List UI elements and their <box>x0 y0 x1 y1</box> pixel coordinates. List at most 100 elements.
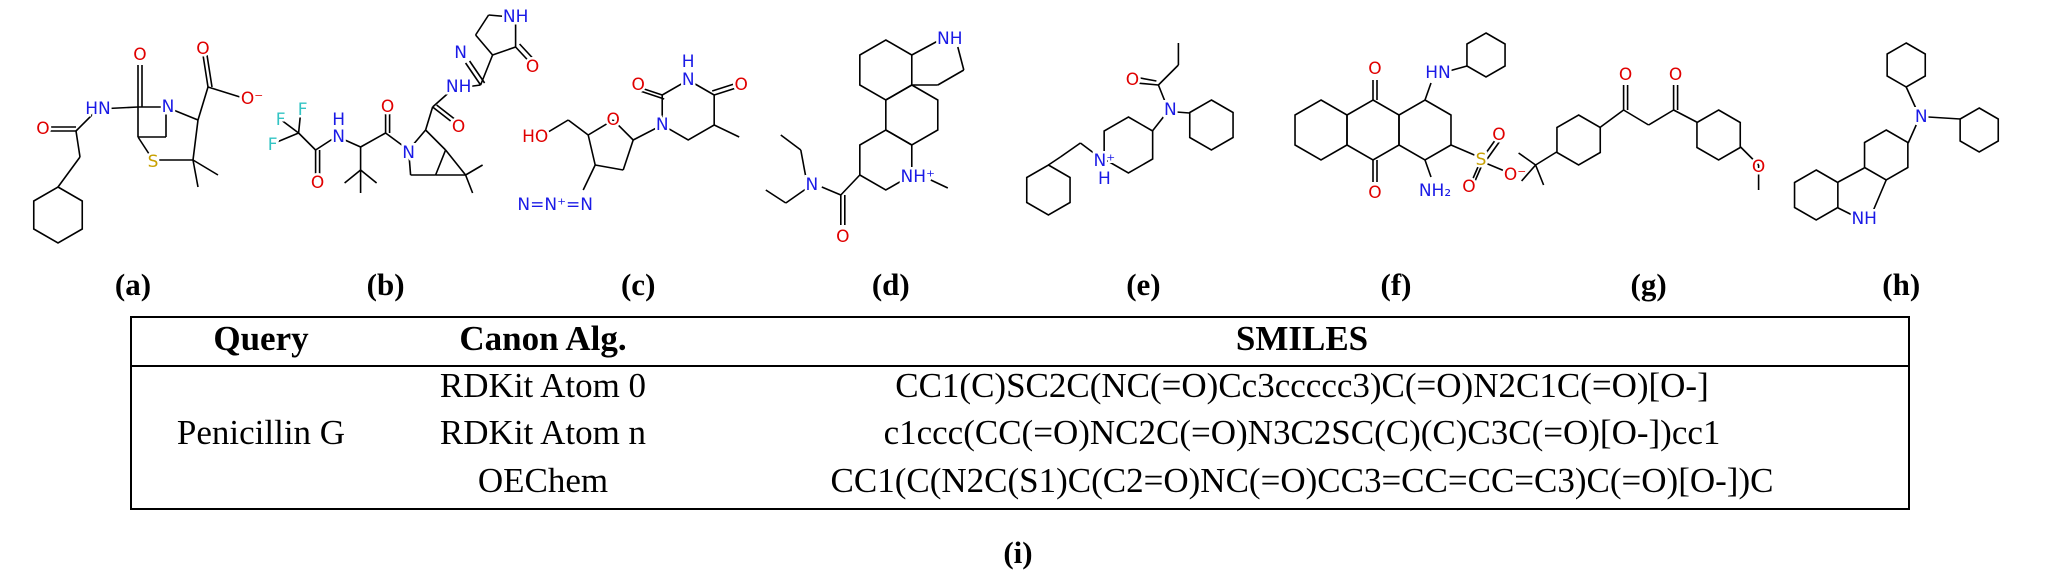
bond <box>519 43 534 59</box>
bond <box>1450 144 1480 158</box>
bond <box>137 136 154 161</box>
atom-label: O <box>196 39 209 59</box>
atom-label: N <box>454 43 467 63</box>
molecule: O O O <box>1518 63 1768 190</box>
atom-label: H <box>682 52 695 72</box>
bond <box>192 159 219 176</box>
algorithm-cell: OEChem <box>478 461 608 500</box>
bond <box>1648 109 1675 126</box>
bond <box>360 132 386 148</box>
bond <box>282 120 300 134</box>
bond <box>1907 124 1917 144</box>
bond <box>515 46 530 62</box>
bond <box>1157 64 1179 86</box>
bond <box>1059 142 1081 158</box>
bond <box>911 40 939 56</box>
bond <box>464 174 474 194</box>
bond <box>930 179 949 189</box>
bond <box>488 14 511 18</box>
atom-label: N <box>332 127 345 147</box>
bond <box>342 138 361 148</box>
bond <box>595 164 624 171</box>
bond <box>432 90 452 108</box>
panel-caption: (b) <box>367 267 405 302</box>
panel-caption: (f) <box>1381 267 1412 302</box>
bond <box>821 186 842 196</box>
query-cell: Penicillin G <box>177 413 345 452</box>
ring <box>1188 99 1234 151</box>
bond <box>567 119 589 136</box>
bond <box>425 129 447 151</box>
panel-caption: (h) <box>1882 267 1920 302</box>
bond <box>165 106 199 121</box>
molecule: O HN O N O O⁻ S <box>32 37 266 244</box>
ring <box>1959 107 2000 153</box>
bond <box>1905 86 1917 110</box>
atom-label: N <box>682 70 695 90</box>
panel-caption: (g) <box>1631 267 1667 302</box>
bond <box>75 108 99 132</box>
bond <box>1424 159 1432 178</box>
bond <box>1837 167 1865 183</box>
ring <box>661 79 715 141</box>
atom-label: O <box>1619 65 1632 85</box>
bond <box>297 112 302 134</box>
bond <box>713 124 740 138</box>
bond <box>1740 146 1760 166</box>
atom-label: HN <box>85 99 111 119</box>
bond <box>57 156 81 188</box>
bond <box>587 119 614 136</box>
panel-caption: (a) <box>115 267 151 302</box>
bond <box>1520 164 1537 182</box>
atom-label: O <box>1462 177 1475 197</box>
atom-label: O <box>36 119 49 139</box>
bond <box>1176 111 1190 114</box>
atom-label: O <box>1669 65 1682 85</box>
table: Query Canon Alg. SMILES Penicillin G RDK… <box>130 316 1910 510</box>
smiles-cell: c1ccc(CC(=O)NC2C(=O)N3C2SC(C)(C)C3C(=O)[… <box>884 413 1721 452</box>
atom-label: S <box>1476 150 1487 170</box>
bond <box>432 106 452 122</box>
bond <box>1482 161 1508 173</box>
bond <box>344 169 362 184</box>
atom-label: NH <box>503 7 528 27</box>
atom-label: O <box>381 97 394 117</box>
bond <box>1518 152 1537 166</box>
bond <box>1151 116 1165 132</box>
ring <box>32 186 84 244</box>
bond <box>637 86 663 96</box>
smiles-cell: CC1(C)SC2C(NC(=O)Cc3ccccc3)C(=O)N2C1C(=O… <box>895 366 1709 405</box>
ring <box>859 129 913 191</box>
panel-caption: (e) <box>1126 267 1160 302</box>
bond <box>780 134 802 151</box>
ring <box>1793 169 1839 221</box>
bond <box>1534 164 1545 186</box>
ring <box>1025 164 1071 216</box>
atom-label: O <box>526 57 539 77</box>
bond <box>785 188 807 204</box>
bond <box>937 69 965 86</box>
atom-label: O <box>1752 157 1765 177</box>
molecule: O N N⁺H <box>1025 43 1234 216</box>
bond <box>207 86 241 98</box>
bond <box>711 82 738 92</box>
bond <box>1484 140 1501 163</box>
bond <box>206 54 213 88</box>
atom-label: O <box>1368 59 1381 79</box>
atom-label: N <box>1915 107 1928 127</box>
bond <box>465 164 484 176</box>
bond <box>957 46 965 71</box>
atom-label: F <box>276 110 286 130</box>
ring <box>1556 114 1602 166</box>
atom-label: N <box>402 143 415 163</box>
bond <box>192 159 199 188</box>
atom-label: O⁻ <box>241 89 263 109</box>
algorithm-cell: RDKit Atom 0 <box>440 366 646 405</box>
bond <box>1047 156 1061 166</box>
bond <box>840 174 861 196</box>
bond <box>192 119 199 161</box>
bond <box>1871 179 1887 214</box>
